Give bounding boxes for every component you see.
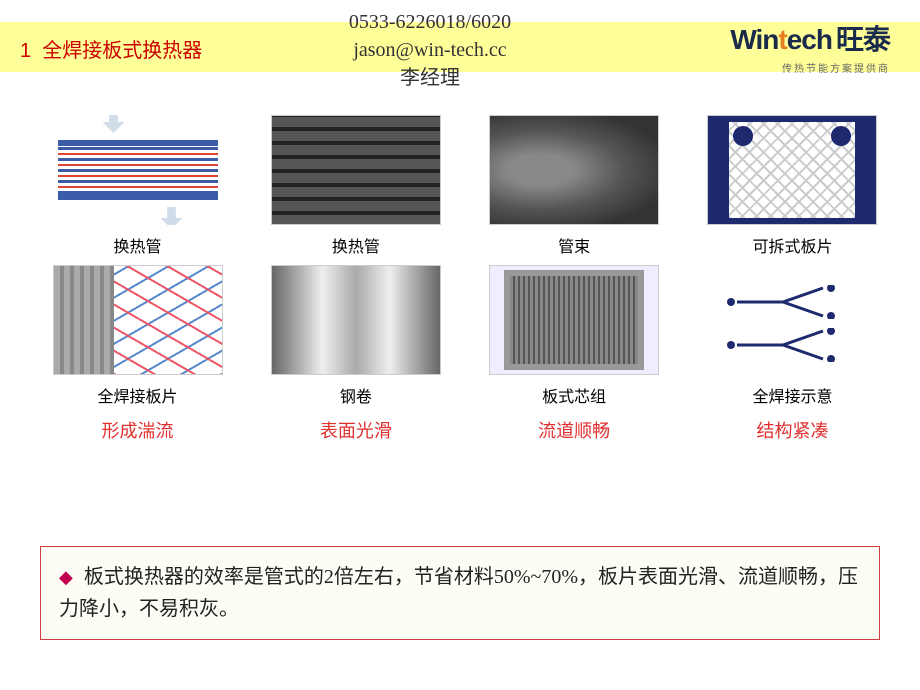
cell-tube-photo: 换热管	[258, 115, 453, 257]
caption: 换热管	[40, 233, 235, 257]
caption: 板式芯组	[477, 383, 672, 407]
logo-en-part2: ech	[787, 24, 832, 55]
caption: 管束	[477, 233, 672, 257]
feature-text: 表面光滑	[258, 417, 453, 443]
welded-plate-diagram	[54, 265, 222, 375]
cell-bundle: 管束	[477, 115, 672, 257]
caption: 全焊接示意	[695, 383, 890, 407]
grid-row-2: 全焊接板片 形成湍流 钢卷 表面光滑 板式芯组 流道顺畅	[40, 265, 890, 443]
steel-coil-photo	[272, 265, 440, 375]
plate-core-photo	[504, 270, 644, 370]
contact-email: jason@win-tech.cc	[280, 36, 580, 64]
section-number: 1	[20, 40, 31, 62]
feature-text: 流道顺畅	[477, 417, 672, 443]
summary-box: ◆ 板式换热器的效率是管式的2倍左右，节省材料50%~70%，板片表面光滑、流道…	[40, 546, 880, 640]
weld-schematic	[707, 270, 877, 370]
caption: 全焊接板片	[40, 383, 235, 407]
logo: Wintech旺泰 传热节能方案提供商	[730, 18, 890, 75]
cell-plate-core: 板式芯组 流道顺畅	[477, 265, 672, 443]
section-title-text: 全焊接板式换热器	[42, 40, 202, 62]
contact-person: 李经理	[280, 64, 580, 92]
caption: 钢卷	[258, 383, 453, 407]
bundle-photo	[490, 115, 658, 225]
cell-welded-plate: 全焊接板片 形成湍流	[40, 265, 235, 443]
cell-tube-diagram: 换热管	[40, 115, 235, 257]
contact-phone: 0533-6226018/6020	[280, 8, 580, 36]
content-grid: 换热管 换热管 管束 可拆式板片 全焊接板片 形成湍流 钢卷 表面光滑 板式芯组	[40, 115, 890, 451]
logo-cn: 旺泰	[836, 25, 890, 56]
contact-block: 0533-6226018/6020 jason@win-tech.cc 李经理	[280, 8, 580, 92]
caption: 换热管	[258, 233, 453, 257]
tube-photo	[272, 115, 440, 225]
section-title: 1 全焊接板式换热器	[20, 34, 202, 63]
grid-row-1: 换热管 换热管 管束 可拆式板片	[40, 115, 890, 257]
logo-en-accent: t	[778, 24, 786, 55]
logo-subtitle: 传热节能方案提供商	[730, 60, 890, 75]
bullet-icon: ◆	[59, 567, 73, 587]
detachable-plate-diagram	[727, 120, 857, 220]
logo-en-part1: Win	[730, 24, 778, 55]
feature-text: 形成湍流	[40, 417, 235, 443]
tube-flow-diagram	[58, 140, 218, 200]
cell-detachable-plate: 可拆式板片	[695, 115, 890, 257]
feature-text: 结构紧凑	[695, 417, 890, 443]
cell-weld-schematic: 全焊接示意 结构紧凑	[695, 265, 890, 443]
caption: 可拆式板片	[695, 233, 890, 257]
summary-text: 板式换热器的效率是管式的2倍左右，节省材料50%~70%，板片表面光滑、流道顺畅…	[59, 566, 858, 620]
cell-steel-coil: 钢卷 表面光滑	[258, 265, 453, 443]
